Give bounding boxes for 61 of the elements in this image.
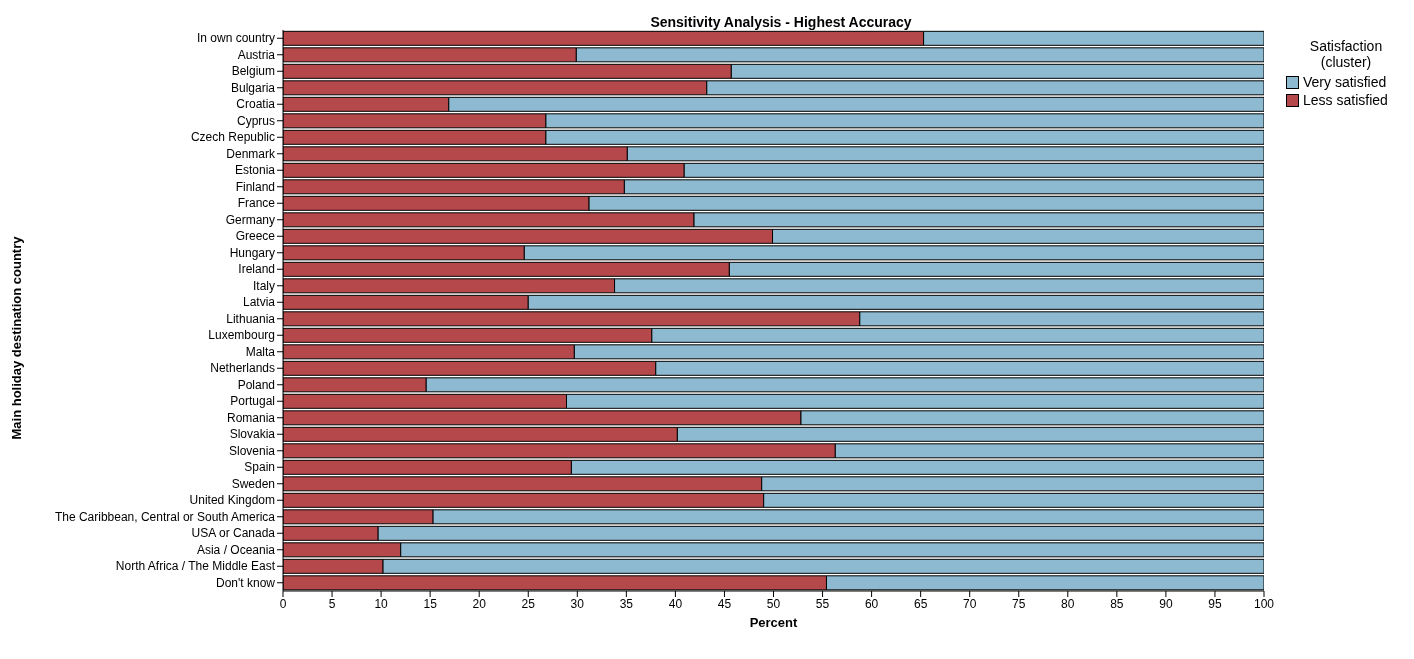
y-tick-label: Belgium [231,64,275,79]
x-tick-label: 60 [864,596,879,611]
x-tick-label: 40 [668,596,683,611]
y-tick-label: Austria [237,47,276,62]
x-tick-label: 85 [1110,596,1124,611]
y-tick-label: The Caribbean, Central or South America [54,509,276,524]
x-tick-label: 35 [619,596,634,611]
y-tick-label: France [237,196,276,211]
y-axis-title: Main holiday destination country [8,236,24,440]
x-tick-label: 20 [472,596,487,611]
x-tick-label: 25 [521,596,536,611]
x-tick-label: 10 [374,596,389,611]
x-tick-label: 75 [1012,596,1026,611]
y-tick-label: Netherlands [210,361,275,376]
x-tick-label: 100 [1253,596,1275,611]
y-tick-label: Czech Republic [190,130,275,145]
y-tick-label: North Africa / The Middle East [115,559,276,574]
y-tick-label: Latvia [242,295,276,310]
y-tick-label: Poland [237,377,275,392]
legend-title: Satisfaction (cluster) [1308,38,1384,70]
chart-title: Sensitivity Analysis - Highest Accuracy [649,14,913,30]
y-tick-label: Bulgaria [230,80,276,95]
x-tick-label: 65 [913,596,928,611]
y-tick-label: Finland [235,179,275,194]
y-tick-label: Asia / Oceania [196,542,276,557]
legend-label: Less satisfied [1303,92,1388,108]
x-tick-label: 0 [279,596,287,611]
x-axis-title: Percent [749,615,799,630]
y-tick-label: Estonia [234,163,276,178]
x-tick-label: 95 [1208,596,1222,611]
x-tick-label: 50 [766,596,781,611]
x-tick-label: 45 [717,596,732,611]
y-tick-label: Hungary [229,245,275,260]
y-tick-label: Ireland [238,262,275,277]
y-tick-label: Lithuania [226,311,276,326]
x-tick-label: 5 [328,596,336,611]
y-tick-label: Germany [225,212,275,227]
y-tick-label: Slovakia [229,427,276,442]
y-tick-label: Italy [252,278,275,293]
x-tick-label: 80 [1061,596,1075,611]
y-tick-label: Romania [226,410,276,425]
y-tick-label: Malta [245,344,276,359]
legend-label: Very satisfied [1303,74,1387,90]
y-tick-label: Croatia [236,97,276,112]
x-tick-label: 55 [815,596,830,611]
y-tick-label: USA or Canada [191,526,276,541]
y-tick-label: United Kingdom [189,493,275,508]
y-tick-label: Don't know [216,575,276,590]
x-tick-label: 15 [423,596,438,611]
y-tick-label: Sweden [231,476,275,491]
y-tick-label: In own country [196,31,275,46]
y-tick-label: Portugal [230,394,275,409]
x-tick-label: 30 [570,596,585,611]
x-tick-label: 70 [963,596,977,611]
y-tick-label: Slovenia [228,443,276,458]
y-tick-label: Greece [235,229,276,244]
y-tick-label: Cyprus [236,113,275,128]
x-tick-label: 90 [1159,596,1173,611]
y-tick-label: Denmark [226,146,276,161]
y-tick-label: Luxembourg [208,328,275,343]
y-tick-label: Spain [244,460,275,475]
